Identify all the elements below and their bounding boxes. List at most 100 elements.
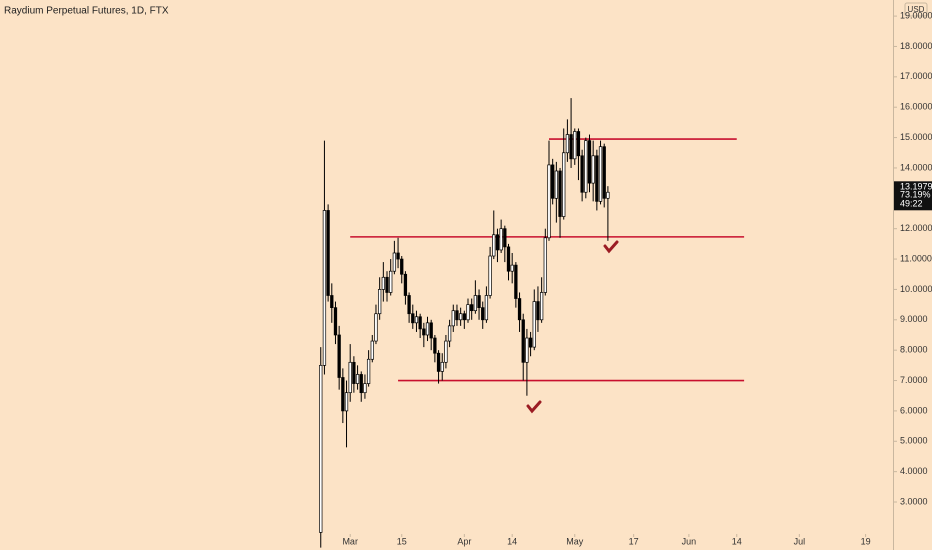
candle-body — [411, 313, 415, 324]
candle-body — [587, 140, 592, 184]
candle-body — [525, 337, 529, 363]
candle-body — [440, 361, 444, 372]
last-change: 73.19% — [900, 190, 931, 200]
y-tick-label: 14.0000 — [900, 162, 932, 172]
candle-body — [422, 328, 426, 336]
candle-body — [565, 134, 570, 154]
currency[interactable]: USD — [908, 5, 925, 14]
candle-body — [598, 146, 603, 202]
x-tick-label: Mar — [342, 536, 358, 546]
candle-body — [370, 340, 374, 360]
candle-body — [606, 191, 610, 199]
candle-body — [510, 264, 514, 272]
x-tick-label: 19 — [861, 536, 871, 546]
candle-body — [455, 310, 459, 321]
candle-body — [528, 337, 533, 348]
candle-body — [517, 298, 522, 321]
x-tick-label: 14 — [732, 536, 742, 546]
candle-body — [381, 276, 385, 290]
y-tick-label: 7.0000 — [900, 375, 928, 385]
check-mark — [603, 240, 619, 254]
candle-body — [562, 152, 566, 217]
candle-body — [488, 255, 492, 296]
y-tick-label: 10.0000 — [900, 284, 932, 294]
y-tick-label: 16.0000 — [900, 102, 932, 112]
candle-body — [470, 304, 474, 312]
candle-body — [429, 322, 433, 339]
candle-body — [584, 140, 588, 193]
x-tick-label: 17 — [629, 536, 639, 546]
candle-body — [326, 210, 330, 296]
candle-body — [414, 316, 419, 324]
candle-body — [495, 234, 500, 251]
candle-body — [425, 322, 430, 336]
last-price: 13.1979 — [900, 182, 932, 192]
candle-body — [569, 134, 573, 160]
candle-body — [374, 313, 378, 342]
candle-body — [576, 131, 581, 157]
y-tick-label: 19.0000 — [900, 10, 932, 20]
candle-body — [514, 264, 518, 299]
candle-body — [458, 313, 463, 321]
candle-body — [407, 295, 411, 315]
candle-body — [396, 252, 400, 260]
last-price-box — [894, 181, 932, 211]
candle-body — [481, 307, 485, 321]
candle-body — [506, 246, 511, 272]
candle-body — [539, 292, 544, 321]
x-tick-label: May — [566, 536, 584, 546]
candle-body — [573, 131, 577, 160]
y-tick-label: 9.0000 — [900, 314, 928, 324]
chart-title: Raydium Perpetual Futures, 1D, FTX — [4, 6, 169, 17]
candle-body — [344, 392, 349, 412]
candle-body — [348, 361, 352, 394]
currency-box[interactable] — [904, 2, 928, 17]
y-tick-label: 6.0000 — [900, 405, 928, 415]
y-tick-label: 8.0000 — [900, 345, 928, 355]
candle-body — [355, 374, 360, 384]
candle-body — [359, 374, 363, 394]
candle-body — [547, 164, 551, 239]
candle-body — [337, 334, 341, 378]
y-tick-label: 4.0000 — [900, 466, 928, 476]
candle-body — [466, 304, 470, 321]
candle-body — [436, 352, 441, 372]
candle-body — [418, 316, 422, 330]
x-tick-label: Jul — [794, 536, 806, 546]
y-tick-label: 5.0000 — [900, 436, 928, 446]
x-tick-label: 14 — [507, 536, 517, 546]
candle-body — [322, 210, 327, 366]
candle-body — [499, 228, 503, 251]
candle-body — [366, 358, 371, 384]
candle-body — [473, 295, 478, 312]
candle-body — [543, 237, 547, 293]
y-tick-label: 3.0000 — [900, 496, 928, 506]
candle-body — [477, 295, 481, 308]
candle-body — [602, 146, 606, 199]
candle-body — [558, 170, 562, 217]
y-tick-label: 15.0000 — [900, 132, 932, 142]
candle-body — [333, 307, 338, 336]
candle-body — [403, 273, 408, 296]
x-tick-label: Apr — [457, 536, 471, 546]
check-mark — [526, 400, 542, 414]
candle-body — [591, 155, 595, 184]
y-tick-label: 18.0000 — [900, 41, 932, 51]
candle-body — [385, 276, 389, 293]
candle-body — [521, 319, 525, 363]
candle-body — [503, 228, 507, 248]
candle-body — [378, 289, 382, 315]
candle-body — [551, 164, 555, 199]
candle-body — [536, 301, 540, 321]
candle-body — [447, 325, 452, 342]
candle-body — [462, 313, 466, 321]
y-tick-label: 11.0000 — [900, 253, 932, 263]
candle-body — [444, 340, 448, 363]
candle-body — [319, 365, 323, 533]
candle-body — [330, 295, 334, 308]
x-tick-label: 15 — [397, 536, 407, 546]
candle-body — [363, 383, 367, 394]
candle-body — [554, 170, 559, 199]
